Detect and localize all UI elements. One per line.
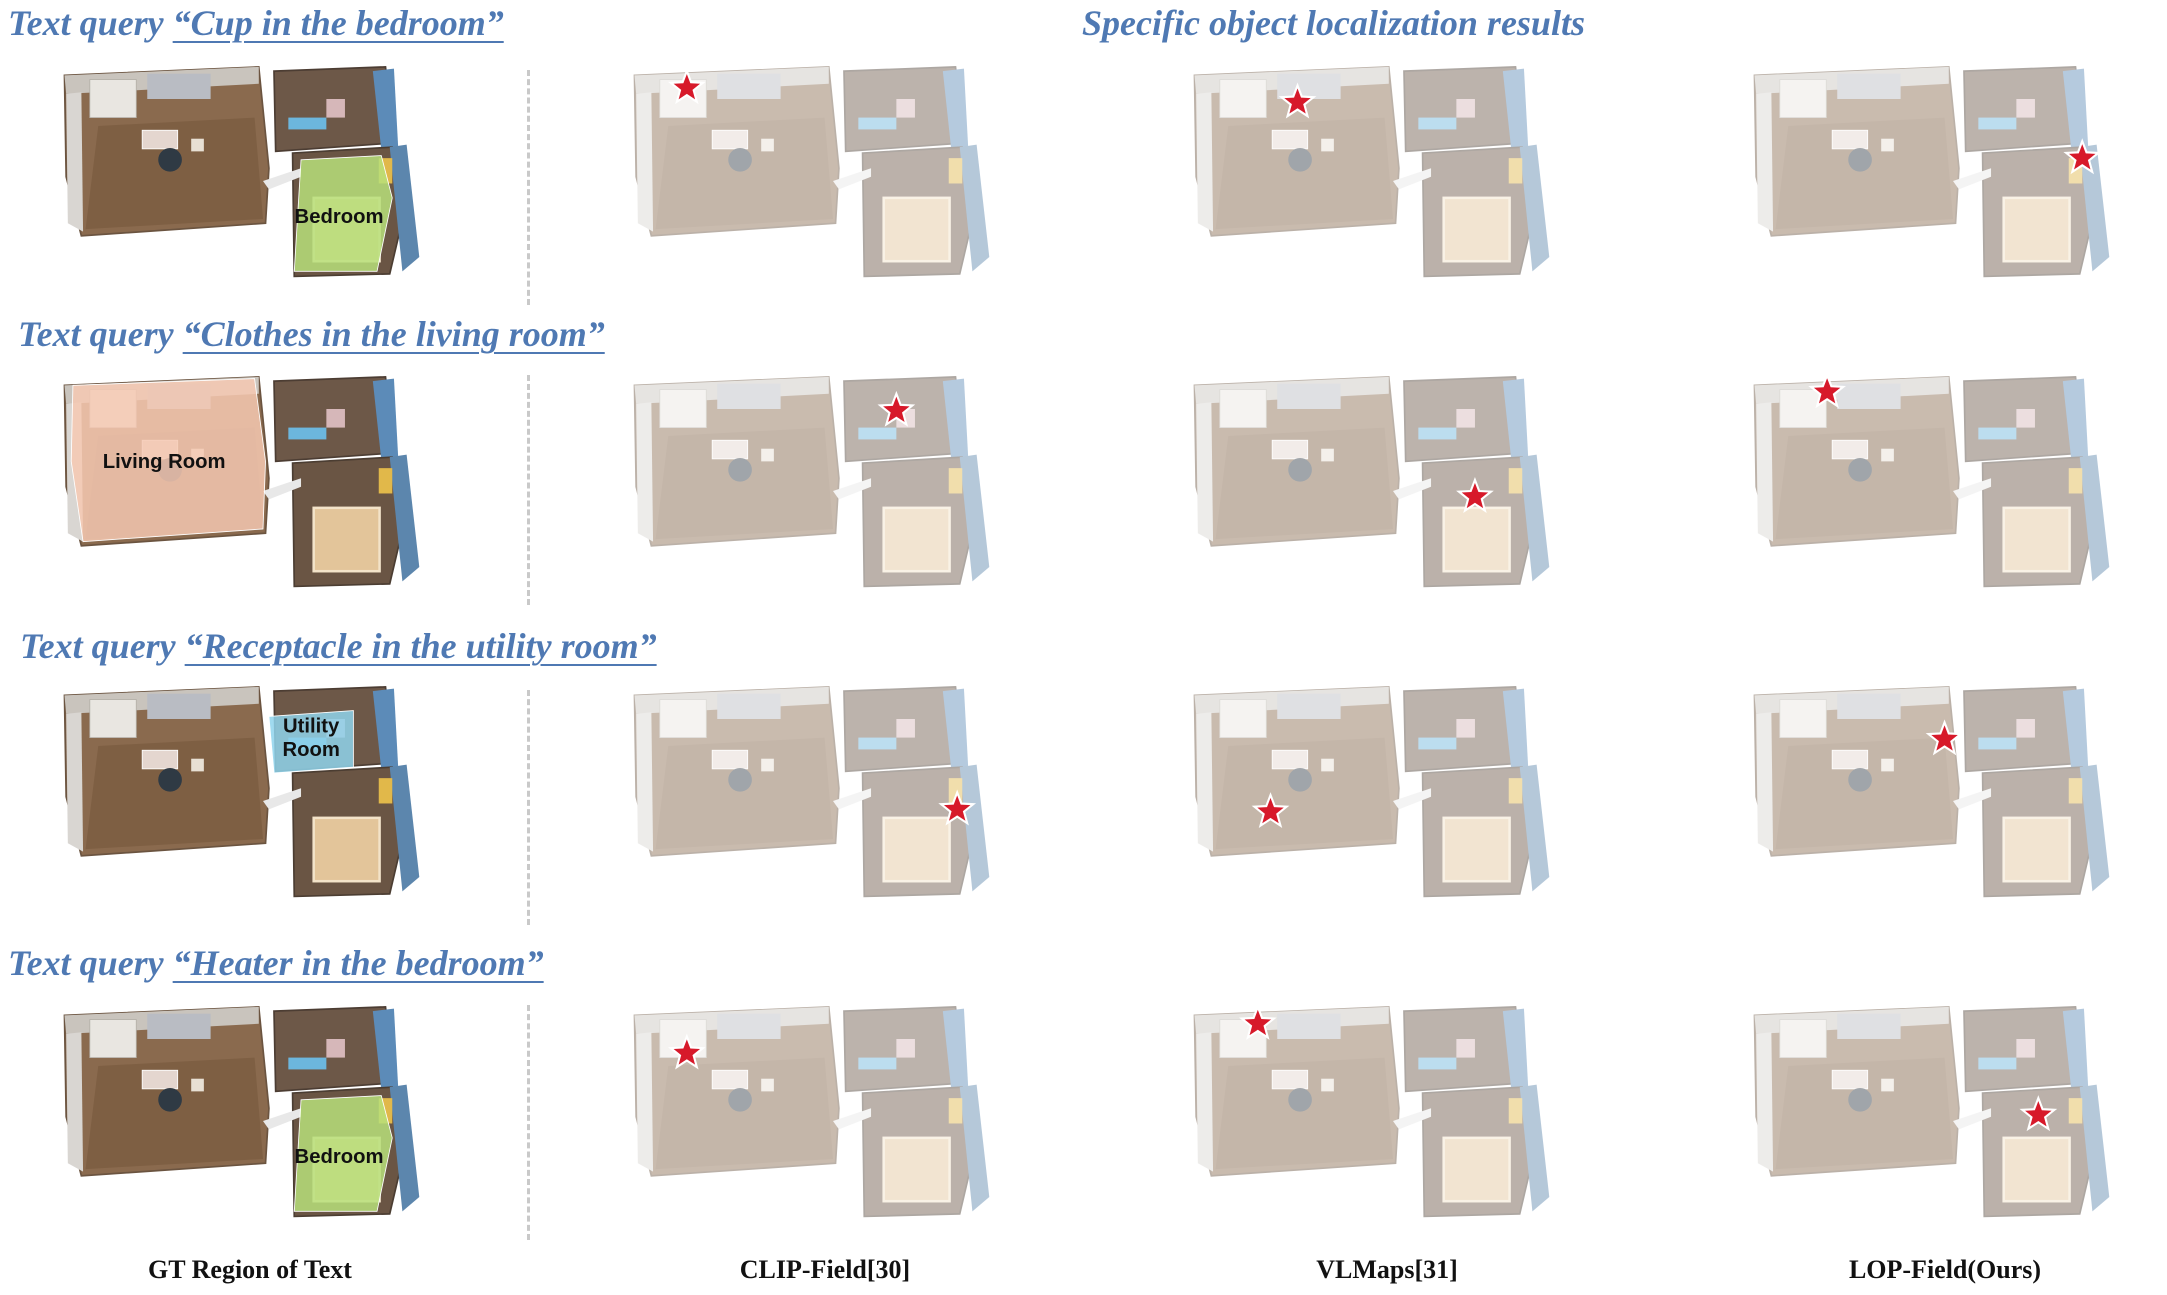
gt-region-scene: Bedroom [8,50,518,295]
room-map-render [633,376,990,588]
gt-region-scene: Bedroom [8,990,518,1235]
query-prefix-3: Text query [20,626,185,666]
divider-row-1 [527,70,530,305]
gt-region-scene: Living Room [8,360,518,605]
star-icon [667,1033,706,1070]
region-label: Living Room [103,451,226,473]
divider-row-4 [527,1005,530,1240]
query-heading-2: Text query “Clothes in the living room” [18,313,605,355]
region-overlay [293,155,393,272]
room-map-render [633,686,990,898]
star-icon [1925,719,1964,756]
column-label-lop-field: LOP-Field(Ours) [1848,1255,2042,1284]
room-map-render [633,66,990,278]
query-prefix-1: Text query [8,3,173,43]
column-label-vlmaps: VLMaps[31] [1316,1255,1458,1284]
query-text-2: “Clothes in the living room” [182,314,605,354]
localization-scene [578,990,1088,1235]
query-heading-1: Text query “Cup in the bedroom” [8,2,504,44]
column-label-gt: GT Region of Text [148,1255,352,1284]
room-map-render [1753,66,2110,278]
star-icon [938,789,977,826]
localization-scene [1138,670,1648,915]
query-text-4: “Heater in the bedroom” [172,943,544,983]
localization-scene [1138,360,1648,605]
star-icon [1251,792,1290,829]
localization-scene [578,360,1088,605]
star-icon [1456,477,1494,513]
room-map-render [633,1006,990,1218]
star-icon [2063,138,2102,175]
query-prefix-2: Text query [18,314,183,354]
star-icon [667,68,706,105]
star-icon [1278,82,1317,119]
query-text-3: “Receptacle in the utility room” [184,626,657,666]
gt-region-scene: Utility Room [8,670,518,915]
localization-scene [1698,670,2167,915]
room-map-render [1193,376,1550,588]
query-prefix-4: Text query [8,943,173,983]
room-map-render: Bedroom [63,1006,420,1218]
localization-scene [1138,990,1648,1235]
results-heading: Specific object localization results [1082,3,1585,43]
divider-row-2 [527,375,530,605]
star-icon [1808,372,1846,409]
region-overlay [70,378,266,543]
query-text-1: “Cup in the bedroom” [172,3,504,43]
query-heading-4: Text query “Heater in the bedroom” [8,942,544,984]
query-heading-3: Text query “Receptacle in the utility ro… [20,625,657,667]
localization-scene [1138,50,1648,295]
room-map-render: Living Room [63,376,420,588]
region-label: Bedroom [295,206,384,228]
region-label: Bedroom [295,1146,384,1168]
star-icon [1238,1003,1277,1040]
localization-scene [578,670,1088,915]
region-overlay [268,710,354,774]
region-label: Room [282,739,339,761]
star-icon [877,390,916,427]
room-map-render: Bedroom [63,66,420,278]
localization-scene [1698,50,2167,295]
room-map-render [1193,686,1550,898]
room-map-render [1753,686,2110,898]
room-map-render [1193,1003,1550,1218]
region-label: Utility [283,716,340,738]
region-overlay [293,1095,393,1212]
room-map-render [1753,372,2110,588]
localization-scene [578,50,1088,295]
divider-row-3 [527,690,530,925]
column-label-clip-field: CLIP-Field[30] [739,1255,911,1284]
room-map-render [1193,66,1550,278]
localization-scene [1698,990,2167,1235]
room-map-render [1753,1006,2110,1218]
star-icon [2019,1095,2058,1132]
localization-scene [1698,360,2167,605]
